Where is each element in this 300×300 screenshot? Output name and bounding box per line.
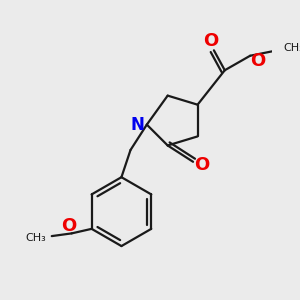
Text: O: O: [250, 52, 265, 70]
Text: CH₃: CH₃: [283, 43, 300, 52]
Text: O: O: [194, 156, 210, 174]
Text: CH₃: CH₃: [25, 233, 46, 243]
Text: N: N: [131, 116, 145, 134]
Text: O: O: [61, 217, 76, 235]
Text: O: O: [202, 32, 218, 50]
